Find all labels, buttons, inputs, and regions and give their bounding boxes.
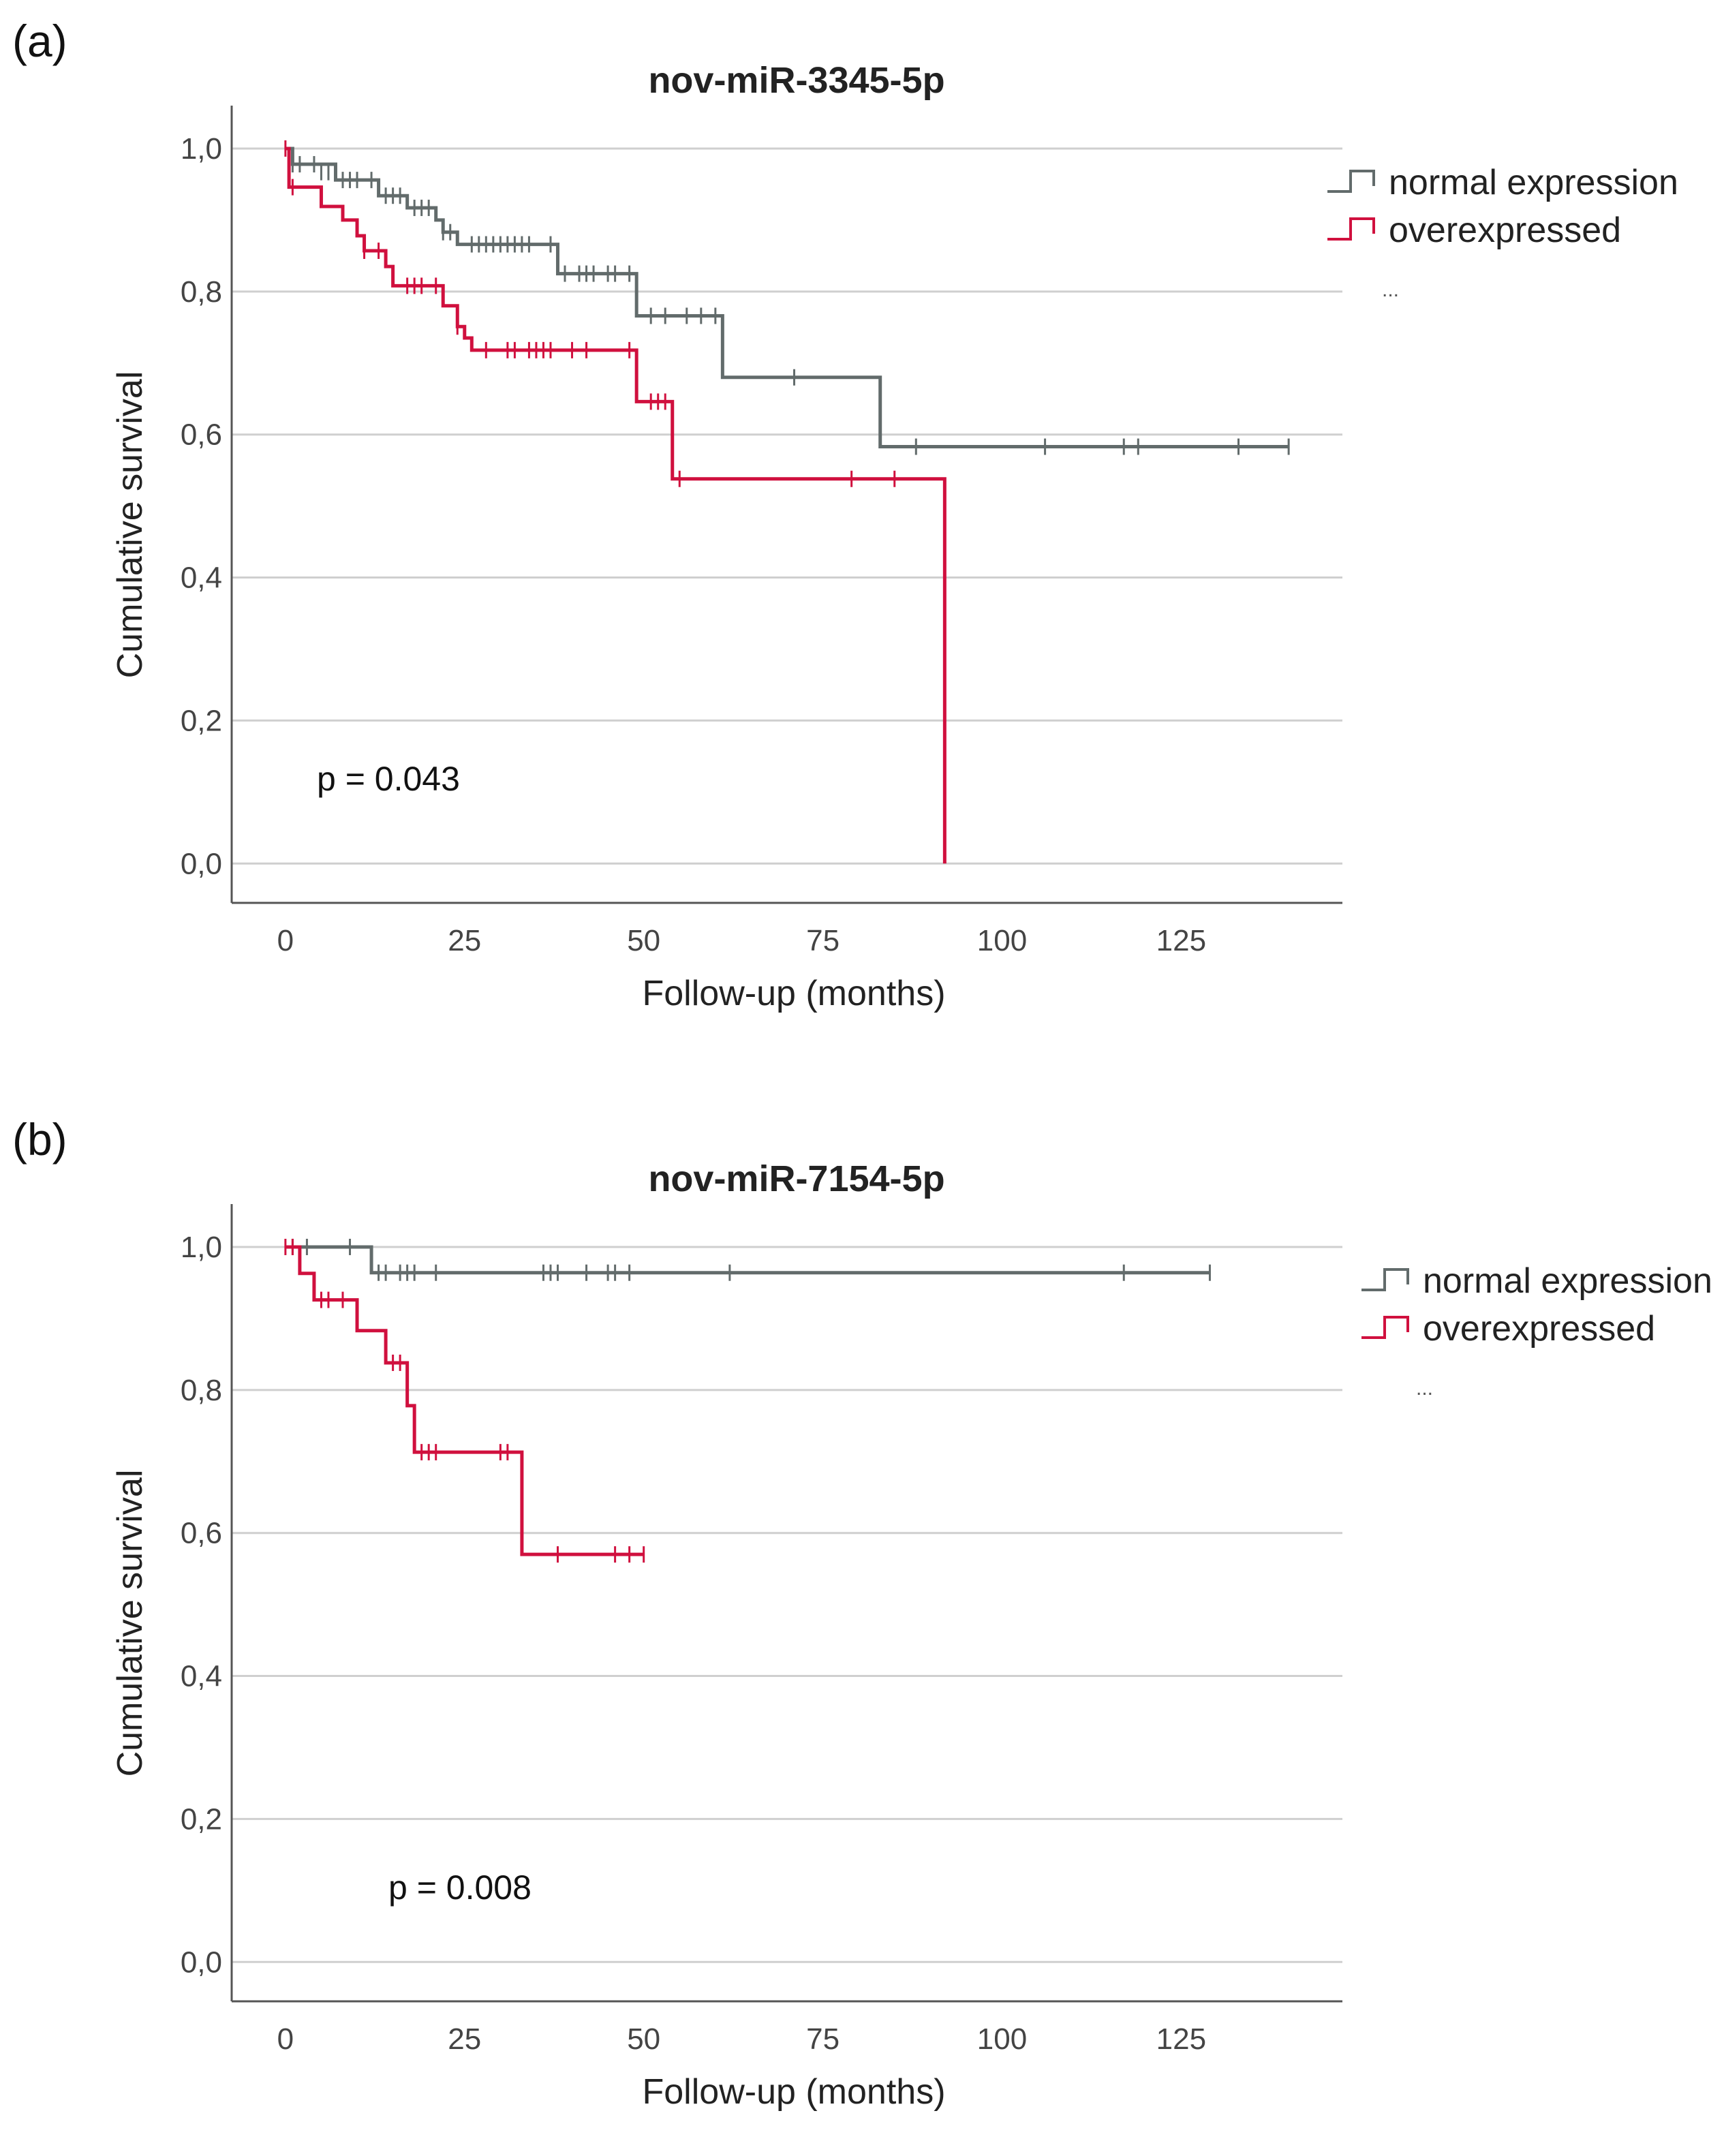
y-axis-label: Cumulative survival — [110, 1470, 150, 1777]
y-tick-label: 0,0 — [181, 1945, 222, 1979]
legend-label: normal expression — [1389, 163, 1678, 202]
x-tick-label: 125 — [1156, 2022, 1206, 2056]
panel-label: (b) — [12, 1114, 67, 1165]
legend-ellipsis: ... — [1382, 279, 1399, 301]
km-chart-b: nov-miR-7154-5p 0,0 0,2 0,4 0,6 0,8 1,0 0 25 50 75… — [110, 1158, 1712, 2112]
y-tick-label: 0,2 — [181, 704, 222, 737]
series-line-overexpressed — [285, 147, 946, 864]
legend-label: normal expression — [1423, 1261, 1712, 1301]
x-tick-label: 0 — [277, 2022, 294, 2056]
y-axis-label: Cumulative survival — [110, 371, 150, 679]
x-tick-label: 75 — [806, 924, 840, 957]
y-tick-label: 1,0 — [181, 1231, 222, 1264]
y-tick-label: 0,6 — [181, 1517, 222, 1550]
chart-title: nov-miR-3345-5p — [648, 60, 944, 101]
y-tick-label: 0,4 — [181, 1660, 222, 1693]
x-tick-label: 125 — [1156, 924, 1206, 957]
series-line-normal — [285, 1245, 1210, 1275]
p-value-annotation: p = 0.008 — [388, 1868, 532, 1907]
x-axis-label: Follow-up (months) — [642, 2072, 945, 2112]
x-tick-label: 50 — [627, 2022, 660, 2056]
x-tick-label: 25 — [448, 2022, 481, 2056]
series-line-normal — [285, 147, 1289, 449]
chart-title: nov-miR-7154-5p — [648, 1158, 944, 1199]
panel-label: (a) — [12, 16, 67, 66]
x-axis-label: Follow-up (months) — [642, 974, 945, 1013]
y-tick-label: 0,4 — [181, 561, 222, 595]
y-tick-label: 0,8 — [181, 1374, 222, 1407]
legend-symbol — [1361, 1316, 1409, 1339]
legend-symbol — [1361, 1268, 1409, 1291]
legend-label: overexpressed — [1389, 211, 1621, 250]
y-tick-label: 0,0 — [181, 847, 222, 880]
legend-label: overexpressed — [1423, 1309, 1655, 1349]
x-tick-label: 50 — [627, 924, 660, 957]
x-tick-label: 100 — [977, 2022, 1027, 2056]
p-value-annotation: p = 0.043 — [317, 760, 460, 798]
x-tick-label: 25 — [448, 924, 481, 957]
chart-panel-a: (a) nov-miR-3345-5p 0,0 0,2 0,4 0,6 0,8 1,0 0 25… — [0, 0, 1724, 1058]
km-chart-a: nov-miR-3345-5p 0,0 0,2 0,4 0,6 0,8 1,0 0 25 50 75… — [110, 60, 1678, 1013]
chart-panel-b: (b) nov-miR-7154-5p 0,0 0,2 0,4 0,6 0,8 1,0 0 25… — [0, 1098, 1724, 2156]
x-tick-label: 75 — [806, 2022, 840, 2056]
y-tick-label: 0,2 — [181, 1802, 222, 1836]
x-tick-label: 100 — [977, 924, 1027, 957]
legend-symbol — [1327, 217, 1375, 241]
y-tick-label: 0,8 — [181, 275, 222, 309]
legend-symbol — [1327, 170, 1375, 193]
legend-ellipsis: ... — [1416, 1377, 1433, 1400]
x-tick-label: 0 — [277, 924, 294, 957]
y-tick-label: 0,6 — [181, 418, 222, 452]
series-line-overexpressed — [285, 1245, 644, 1556]
y-tick-label: 1,0 — [181, 132, 222, 166]
